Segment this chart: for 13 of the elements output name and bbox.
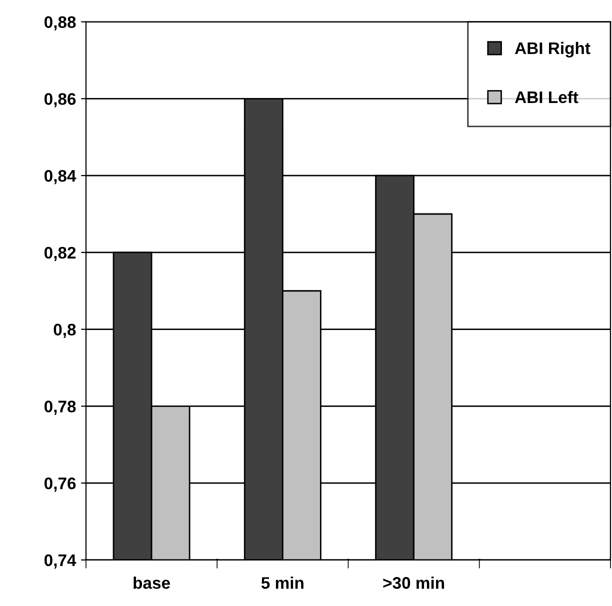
x-tick-label: 5 min xyxy=(261,576,304,589)
y-tick-label: 0,86 xyxy=(44,93,76,108)
y-tick-label: 0,74 xyxy=(44,554,76,569)
x-tick-label: >30 min xyxy=(383,576,444,589)
y-tick-label: 0,78 xyxy=(44,400,76,415)
y-tick-label: 0,82 xyxy=(44,246,76,262)
legend-label: ABI Right xyxy=(514,42,590,58)
x-tick-label: base xyxy=(134,576,170,589)
y-tick-label: 0,8 xyxy=(54,324,76,338)
y-tick-label: 0,76 xyxy=(44,477,76,492)
y-tick-label: 0,88 xyxy=(44,16,76,30)
y-tick-label: 0,84 xyxy=(44,170,76,184)
legend-label: ABI Left xyxy=(514,90,578,104)
